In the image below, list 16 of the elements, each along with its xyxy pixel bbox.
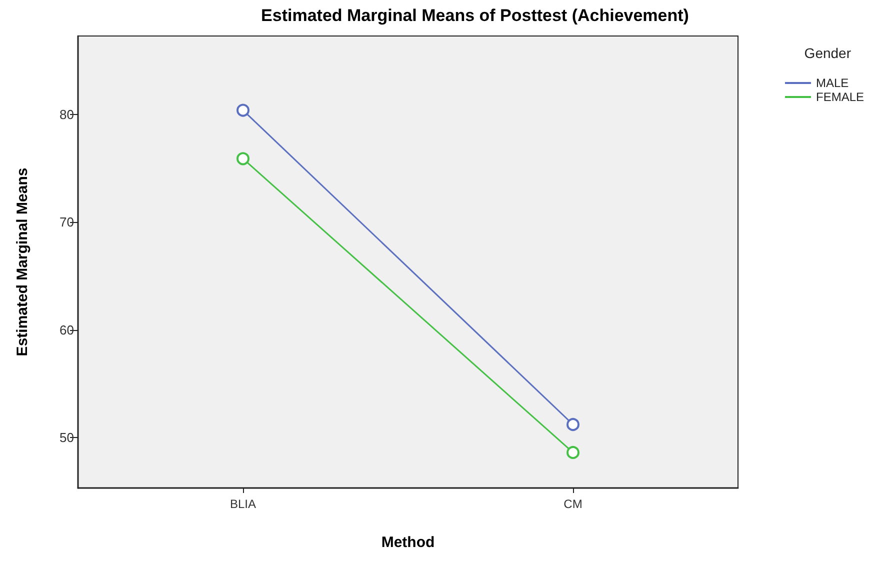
- point: [566, 446, 580, 459]
- y-tick-label: 80: [60, 107, 74, 122]
- y-tick-label: 60: [60, 322, 74, 338]
- y-tick-label: 70: [60, 214, 74, 230]
- chart-title: Estimated Marginal Means of Posttest (Achievement): [261, 6, 689, 25]
- point: [236, 104, 250, 117]
- x-axis-title: Method: [381, 534, 435, 551]
- legend-label: MALE: [816, 76, 849, 90]
- legend-title: Gender: [804, 45, 852, 61]
- point: [236, 152, 250, 166]
- point: [566, 418, 580, 431]
- y-tick-label: 50: [60, 430, 74, 445]
- legend-label: FEMALE: [816, 90, 864, 104]
- x-tick-label: BLIA: [230, 497, 256, 511]
- x-tick-label: CM: [564, 497, 582, 511]
- y-axis-title: Estimated Marginal Means: [14, 168, 31, 356]
